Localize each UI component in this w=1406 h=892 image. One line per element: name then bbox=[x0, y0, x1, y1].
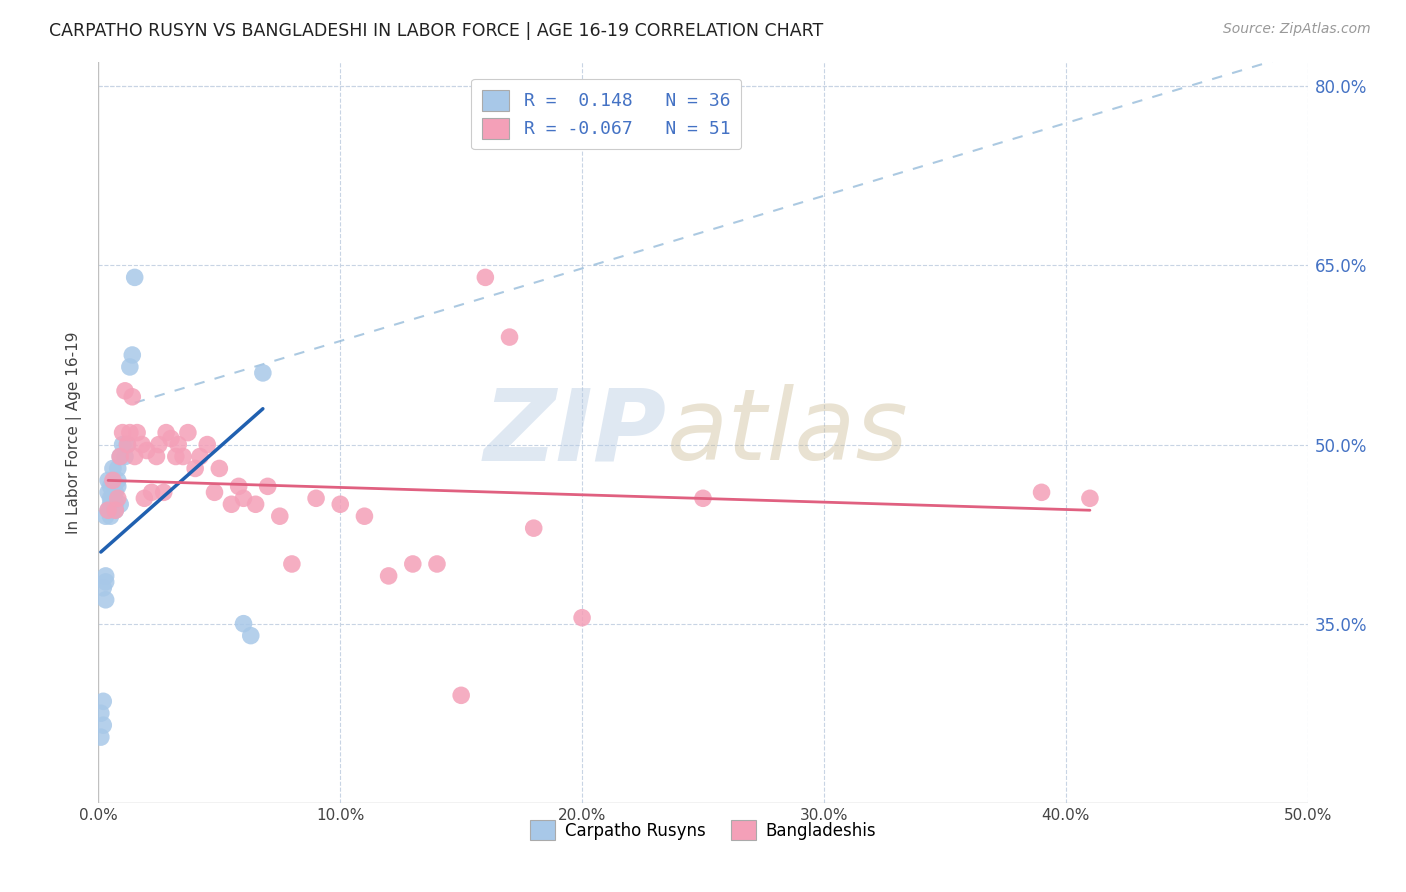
Point bbox=[94, 574, 117, 589]
Point bbox=[101, 503, 124, 517]
Point bbox=[232, 616, 254, 631]
Point bbox=[100, 479, 122, 493]
Point bbox=[195, 437, 218, 451]
Point bbox=[108, 450, 131, 464]
Point bbox=[177, 425, 200, 440]
Point bbox=[118, 359, 141, 374]
Point bbox=[94, 509, 117, 524]
Point bbox=[114, 450, 136, 464]
Point bbox=[131, 437, 153, 451]
Point bbox=[127, 425, 149, 440]
Point bbox=[97, 485, 120, 500]
Point bbox=[141, 485, 163, 500]
Point bbox=[252, 366, 274, 380]
Point bbox=[160, 432, 183, 446]
Point bbox=[152, 485, 174, 500]
Point bbox=[353, 509, 375, 524]
Point bbox=[117, 437, 139, 451]
Point bbox=[208, 461, 231, 475]
Point bbox=[474, 270, 496, 285]
Point bbox=[97, 503, 120, 517]
Point bbox=[184, 461, 207, 475]
Point bbox=[245, 497, 267, 511]
Point bbox=[188, 450, 211, 464]
Point bbox=[167, 437, 190, 451]
Point bbox=[101, 461, 124, 475]
Point bbox=[101, 491, 124, 506]
Point bbox=[108, 497, 131, 511]
Point bbox=[692, 491, 714, 506]
Point bbox=[124, 450, 146, 464]
Point bbox=[269, 509, 291, 524]
Point bbox=[204, 485, 226, 500]
Point bbox=[108, 450, 131, 464]
Point bbox=[111, 425, 134, 440]
Point bbox=[107, 461, 129, 475]
Point bbox=[329, 497, 352, 511]
Point bbox=[94, 592, 117, 607]
Point bbox=[498, 330, 520, 344]
Point bbox=[104, 497, 127, 511]
Point bbox=[1078, 491, 1101, 506]
Point bbox=[232, 491, 254, 506]
Point bbox=[111, 437, 134, 451]
Point bbox=[402, 557, 425, 571]
Point bbox=[426, 557, 449, 571]
Point bbox=[118, 425, 141, 440]
Text: atlas: atlas bbox=[666, 384, 908, 481]
Point bbox=[97, 503, 120, 517]
Point bbox=[104, 485, 127, 500]
Point bbox=[256, 479, 278, 493]
Point bbox=[101, 474, 124, 488]
Point bbox=[239, 629, 262, 643]
Point bbox=[107, 491, 129, 506]
Point bbox=[94, 569, 117, 583]
Point bbox=[91, 718, 114, 732]
Point bbox=[523, 521, 546, 535]
Point bbox=[100, 509, 122, 524]
Point bbox=[305, 491, 328, 506]
Point bbox=[450, 689, 472, 703]
Point bbox=[145, 450, 167, 464]
Point bbox=[228, 479, 250, 493]
Point bbox=[155, 425, 177, 440]
Point bbox=[91, 581, 114, 595]
Point bbox=[97, 474, 120, 488]
Point bbox=[121, 390, 143, 404]
Legend: Carpatho Rusyns, Bangladeshis: Carpatho Rusyns, Bangladeshis bbox=[523, 814, 883, 847]
Point bbox=[104, 503, 127, 517]
Point bbox=[1031, 485, 1053, 500]
Point bbox=[165, 450, 187, 464]
Point bbox=[90, 706, 112, 721]
Point bbox=[114, 384, 136, 398]
Point bbox=[281, 557, 304, 571]
Y-axis label: In Labor Force | Age 16-19: In Labor Force | Age 16-19 bbox=[66, 331, 83, 534]
Point bbox=[117, 437, 139, 451]
Point bbox=[148, 437, 170, 451]
Text: Source: ZipAtlas.com: Source: ZipAtlas.com bbox=[1223, 22, 1371, 37]
Point bbox=[100, 491, 122, 506]
Point bbox=[121, 348, 143, 362]
Point bbox=[134, 491, 156, 506]
Point bbox=[377, 569, 399, 583]
Point bbox=[91, 694, 114, 708]
Point bbox=[107, 474, 129, 488]
Point bbox=[107, 479, 129, 493]
Point bbox=[571, 610, 593, 624]
Point bbox=[104, 503, 127, 517]
Point bbox=[124, 270, 146, 285]
Point bbox=[221, 497, 243, 511]
Text: CARPATHO RUSYN VS BANGLADESHI IN LABOR FORCE | AGE 16-19 CORRELATION CHART: CARPATHO RUSYN VS BANGLADESHI IN LABOR F… bbox=[49, 22, 824, 40]
Point bbox=[135, 443, 157, 458]
Point bbox=[100, 497, 122, 511]
Point bbox=[172, 450, 194, 464]
Point bbox=[90, 730, 112, 744]
Text: ZIP: ZIP bbox=[484, 384, 666, 481]
